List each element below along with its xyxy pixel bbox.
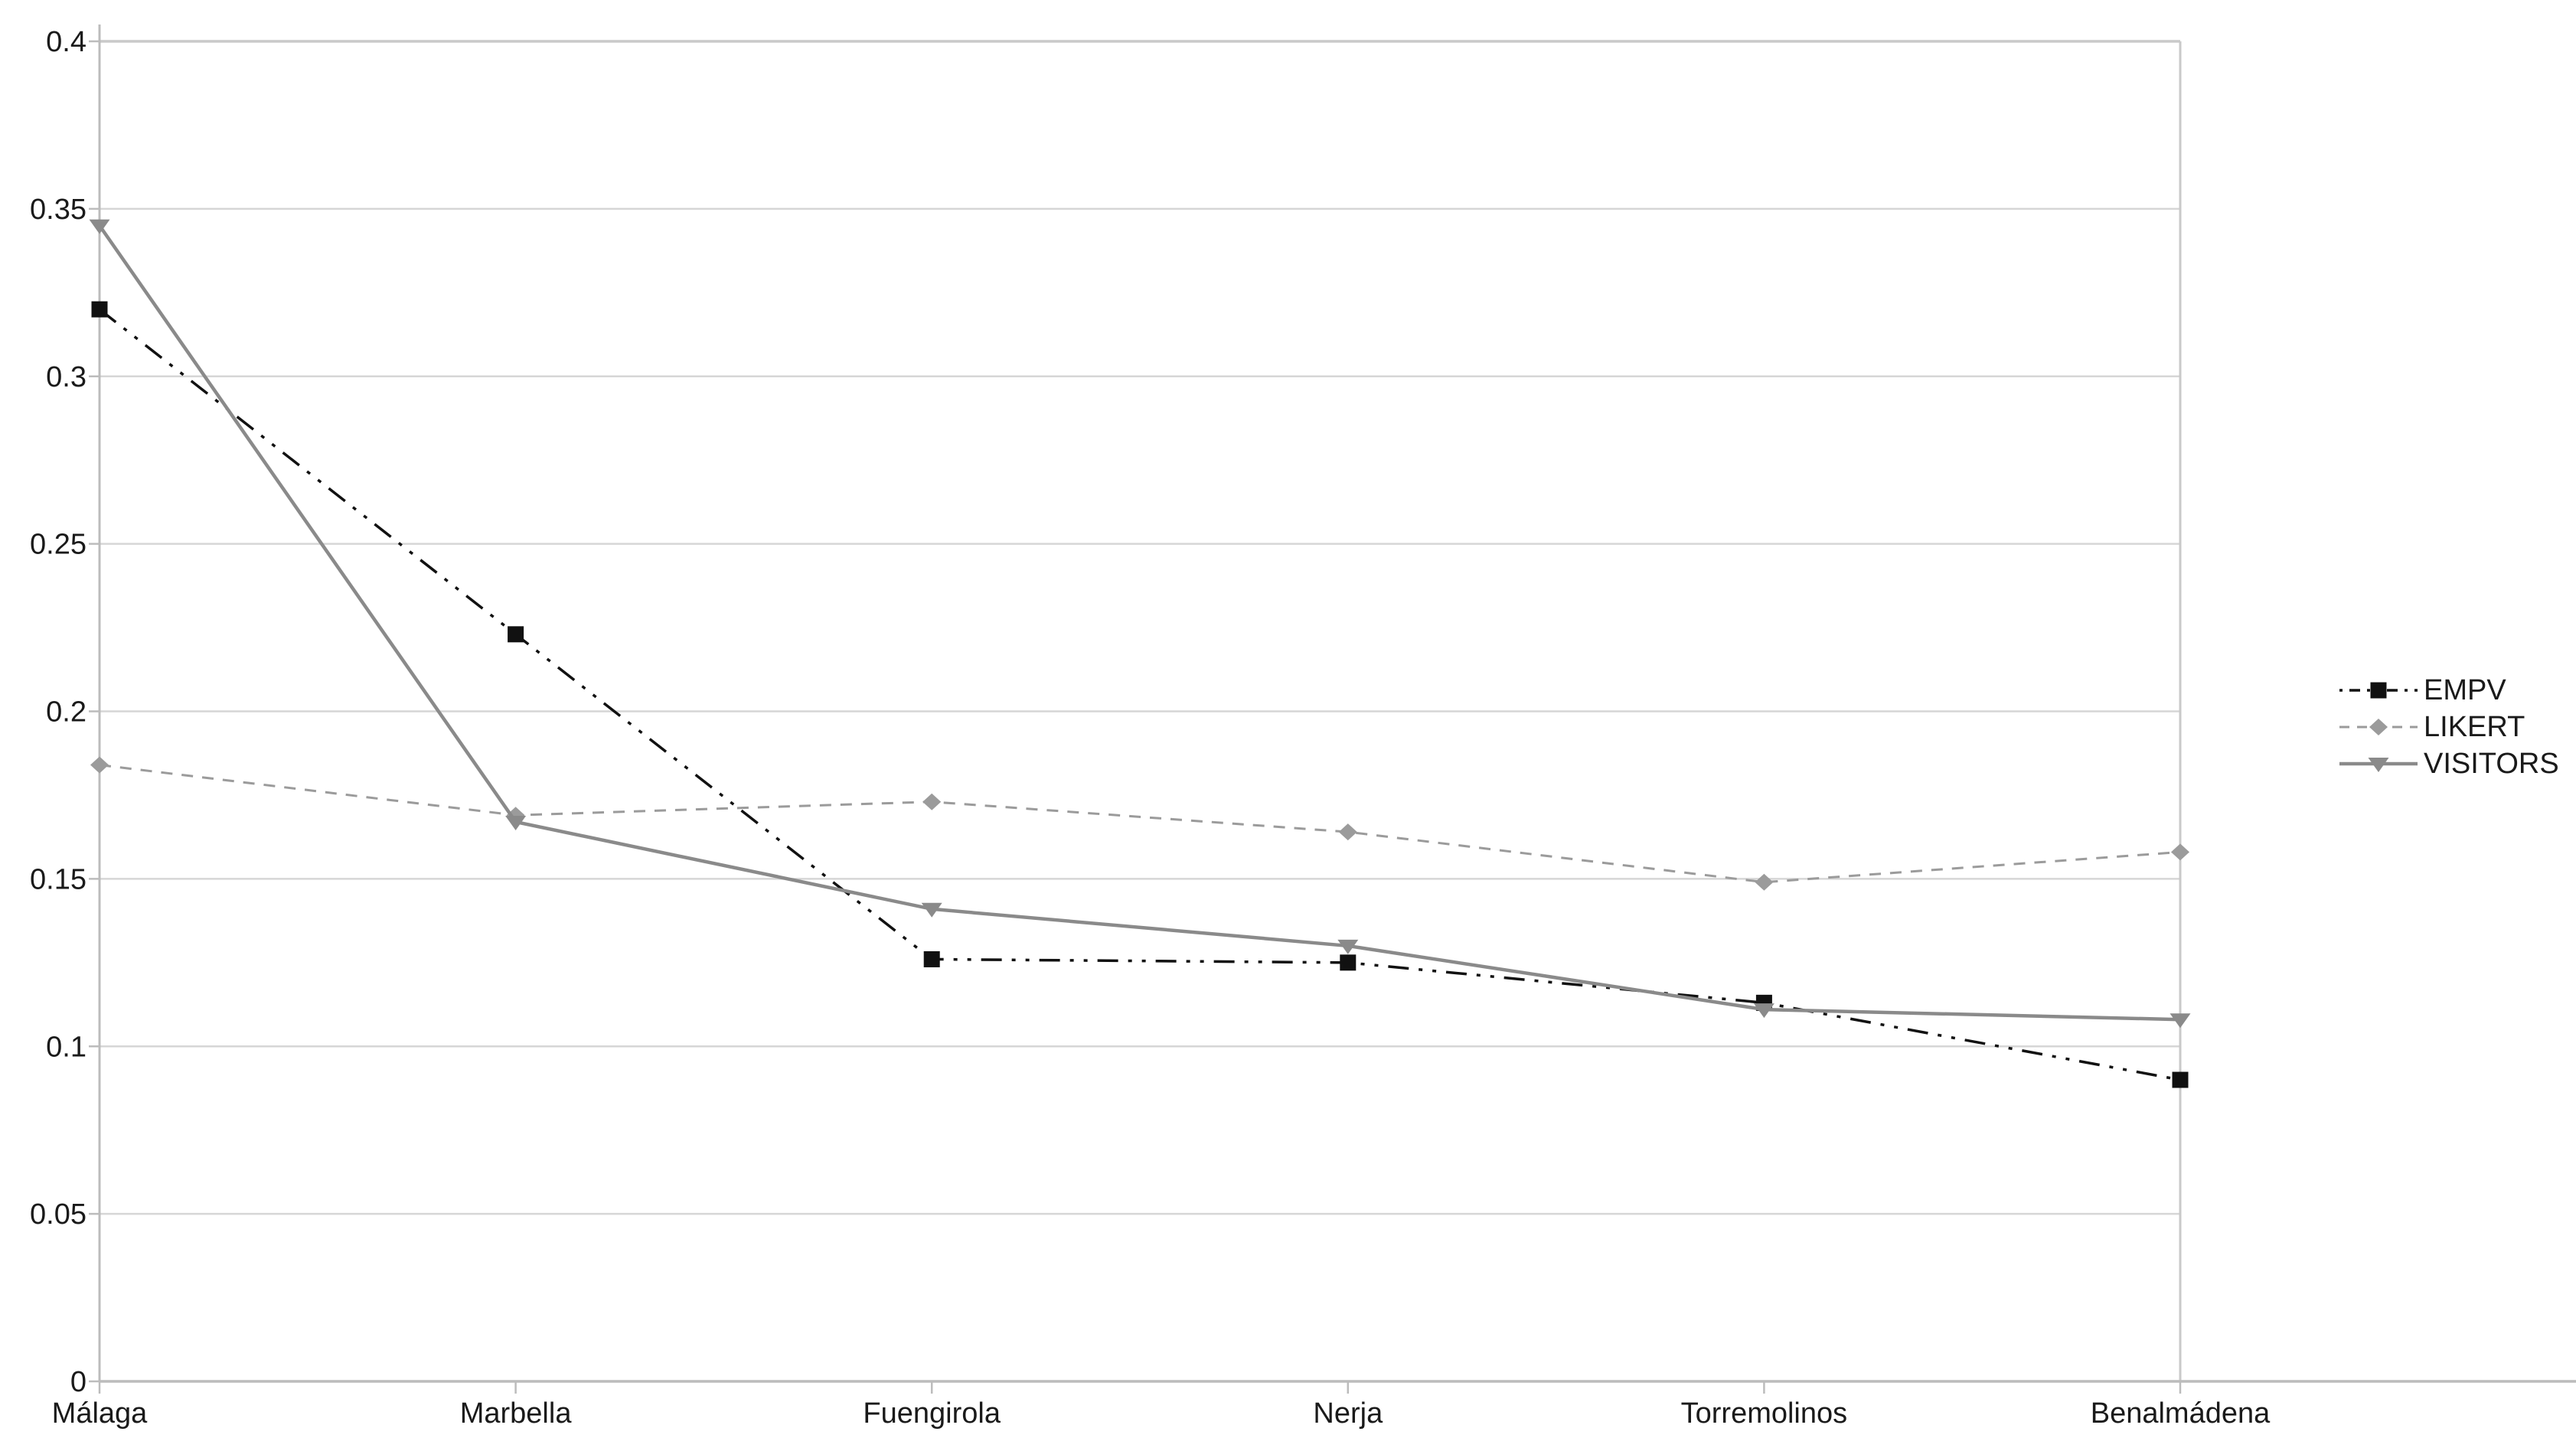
data-point-marker-visitors	[505, 815, 527, 830]
legend-item-empv: EMPV	[2339, 672, 2559, 709]
legend-swatch-empv	[2339, 682, 2418, 699]
data-point-marker-visitors	[1337, 939, 1359, 954]
data-point-marker-likert	[1755, 873, 1774, 891]
legend-item-likert: LIKERT	[2339, 709, 2559, 745]
x-axis-label: Marbella	[460, 1397, 573, 1430]
data-point-marker-likert	[90, 756, 109, 774]
legend-label-empv: EMPV	[2424, 673, 2506, 706]
y-axis-label: 0.05	[30, 1198, 87, 1231]
series-line-visitors	[98, 224, 2181, 1022]
data-point-marker-empv	[923, 950, 940, 967]
series-visitors	[89, 219, 2191, 1029]
legend-label-visitors: VISITORS	[2424, 747, 2559, 780]
data-point-marker-empv	[1340, 954, 1357, 971]
series-empv	[91, 301, 2189, 1088]
x-axis-label: Benalmádena	[2091, 1397, 2271, 1430]
x-axis-label: Nerja	[1313, 1397, 1383, 1430]
data-point-marker-likert	[1338, 823, 1357, 841]
legend-marker-empv	[2370, 682, 2387, 699]
series-line-likert	[99, 764, 2181, 884]
y-axis-label: 0.2	[46, 696, 87, 729]
y-axis-label: 0.4	[46, 26, 87, 58]
data-point-marker-visitors	[89, 219, 110, 234]
y-axis-label: 0.3	[46, 361, 87, 393]
data-point-marker-likert	[2171, 843, 2189, 861]
legend-marker-likert	[2369, 719, 2388, 735]
y-axis-label: 0	[70, 1366, 87, 1398]
y-axis-label: 0.25	[30, 529, 87, 561]
y-axis-label: 0.35	[30, 194, 87, 226]
x-axis-label: Torremolinos	[1681, 1397, 1848, 1430]
data-point-marker-visitors	[2170, 1013, 2191, 1029]
data-point-marker-empv	[91, 301, 108, 318]
series-line-empv	[98, 308, 2181, 1081]
legend-item-visitors: VISITORS	[2339, 745, 2559, 782]
data-point-marker-visitors	[921, 902, 942, 918]
legend-marker-visitors	[2368, 758, 2389, 772]
legend-swatch-likert	[2339, 719, 2418, 735]
legend: EMPV LIKERT VISITORS	[2339, 672, 2559, 782]
series-likert	[90, 756, 2189, 891]
y-axis-label: 0.15	[30, 863, 87, 895]
y-axis-label: 0.1	[46, 1031, 87, 1063]
data-point-marker-likert	[922, 793, 942, 810]
data-point-marker-visitors	[1753, 1003, 1774, 1019]
data-point-marker-empv	[508, 626, 524, 643]
data-point-marker-empv	[2172, 1071, 2189, 1088]
x-axis-label: Fuengirola	[863, 1397, 1001, 1430]
legend-swatch-visitors	[2339, 758, 2418, 772]
legend-label-likert: LIKERT	[2424, 710, 2525, 743]
x-axis-label: Málaga	[52, 1397, 148, 1430]
